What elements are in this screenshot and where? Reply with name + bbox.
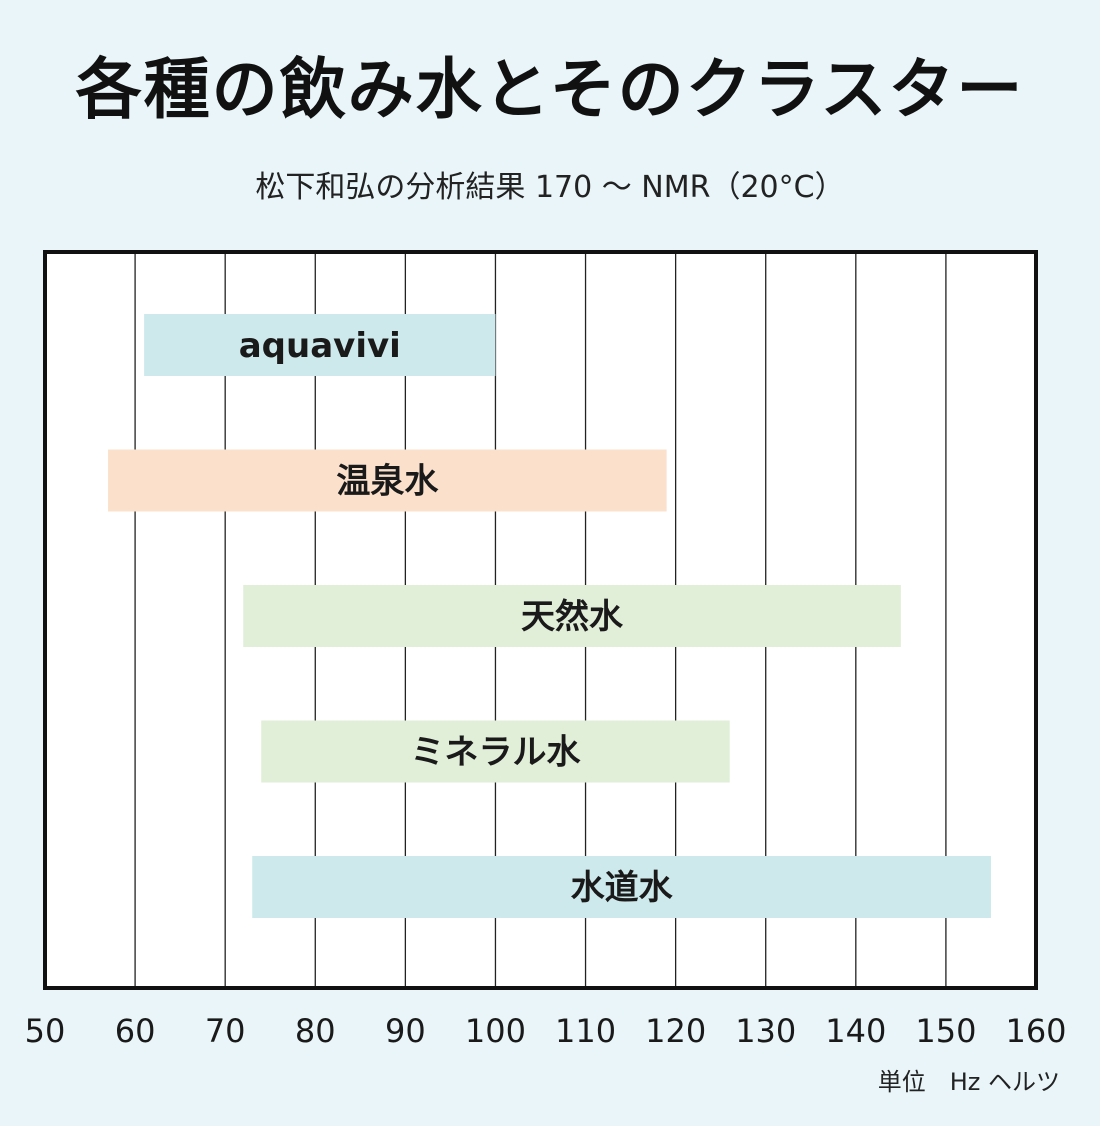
x-tick-label: 60 <box>115 1012 156 1050</box>
x-tick-label: 150 <box>915 1012 976 1050</box>
x-tick-label: 110 <box>555 1012 616 1050</box>
bar-label: 水道水 <box>571 868 674 908</box>
bar-label: 温泉水 <box>336 462 439 502</box>
bar <box>252 856 991 918</box>
bar-group: aquavivi <box>144 314 496 376</box>
bar-label: ミネラル水 <box>410 733 581 773</box>
bar-group: 天然水 <box>243 585 901 647</box>
chart-title: 各種の飲み水とそのクラスター <box>75 51 1025 128</box>
x-tick-label: 140 <box>825 1012 886 1050</box>
chart-subtitle: 松下和弘の分析結果 170 〜 NMR（20°C） <box>255 170 845 205</box>
x-tick-label: 80 <box>295 1012 336 1050</box>
x-tick-label: 160 <box>1005 1012 1066 1050</box>
x-tick-label: 50 <box>25 1012 66 1050</box>
bar-group: ミネラル水 <box>261 720 730 783</box>
bar <box>261 720 730 783</box>
x-tick-label: 70 <box>205 1012 246 1050</box>
x-axis-tick-labels: 50 60 70 80 90 100 110 120 130 140 150 160 <box>25 1012 1067 1050</box>
x-tick-label: 130 <box>735 1012 796 1050</box>
bar <box>144 314 496 376</box>
bar-label: 天然水 <box>521 597 624 637</box>
bar-group: 水道水 <box>252 856 991 918</box>
bar <box>243 585 901 647</box>
x-tick-label: 120 <box>645 1012 706 1050</box>
bar-group: 温泉水 <box>108 449 667 512</box>
bar-label: aquavivi <box>239 326 401 366</box>
unit-label: 単位 Hz ヘルツ <box>877 1068 1060 1096</box>
x-tick-label: 90 <box>385 1012 426 1050</box>
bar <box>108 449 667 512</box>
plot-frame <box>43 250 1038 990</box>
x-tick-label: 100 <box>465 1012 526 1050</box>
